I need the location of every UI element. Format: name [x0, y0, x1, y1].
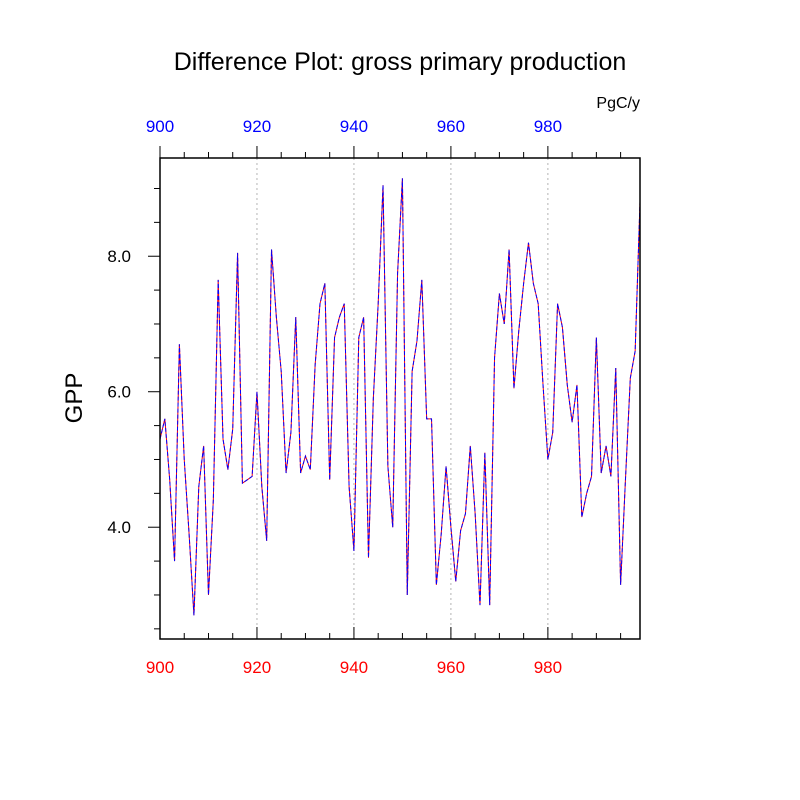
- bottom-x-axis-labels: 900 920 940 960 980: [146, 658, 562, 677]
- top-x-tick-label: 960: [437, 117, 465, 136]
- bottom-x-tick-label: 980: [534, 658, 562, 677]
- bottom-x-tick-label: 920: [243, 658, 271, 677]
- y-tick-label: 4.0: [107, 518, 131, 537]
- top-x-tick-label: 980: [534, 117, 562, 136]
- y-tick-label: 6.0: [107, 383, 131, 402]
- series-line-blue-dashed: [159, 178, 641, 616]
- chart-title: Difference Plot: gross primary productio…: [174, 48, 627, 76]
- top-x-tick-label: 900: [146, 117, 174, 136]
- units-label: PgC/y: [596, 95, 640, 112]
- y-tick-label: 8.0: [107, 247, 131, 266]
- top-x-tick-label: 920: [243, 117, 271, 136]
- top-x-tick-label: 940: [340, 117, 368, 136]
- vertical-gridlines: [256, 158, 549, 639]
- bottom-x-tick-label: 940: [340, 658, 368, 677]
- top-x-axis-labels: 900 920 940 960 980: [146, 117, 562, 136]
- bottom-x-tick-label: 900: [146, 658, 174, 677]
- y-axis-labels: 4.0 6.0 8.0: [107, 247, 131, 537]
- y-axis-label: GPP: [61, 373, 88, 424]
- bottom-x-tick-label: 960: [437, 658, 465, 677]
- data-series: [159, 178, 641, 616]
- plot-frame: [159, 157, 641, 640]
- axis-ticks: [148, 146, 622, 639]
